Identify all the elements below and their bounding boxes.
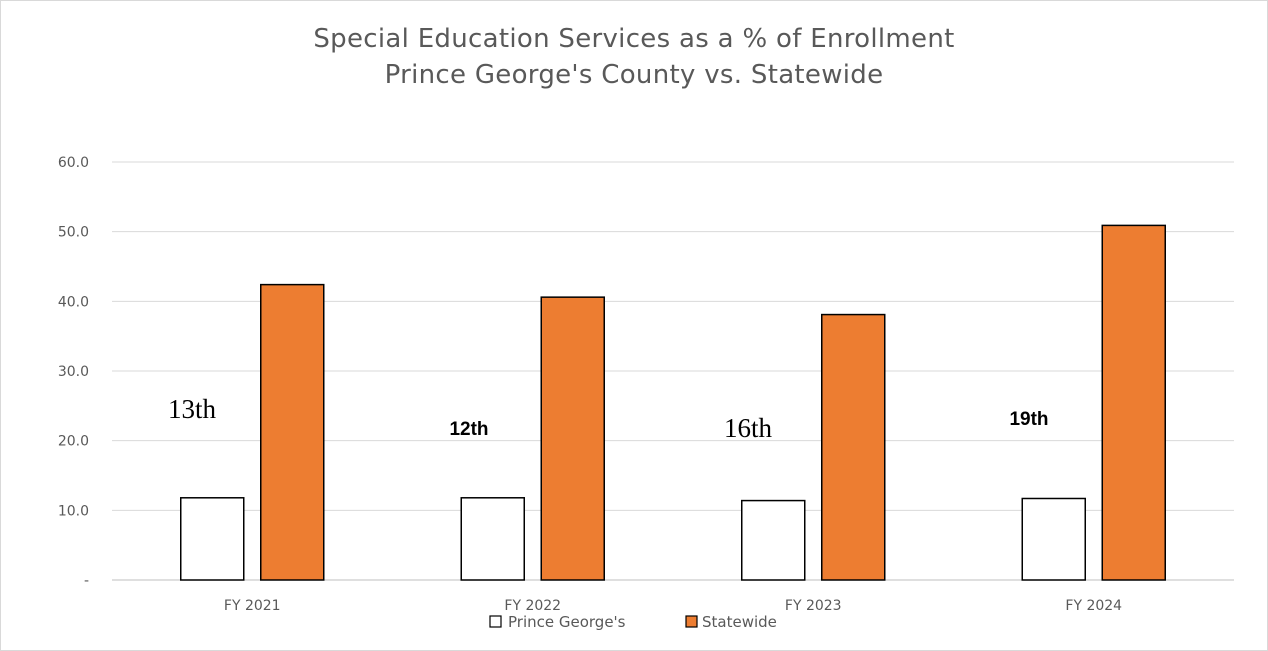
- bar-prince-georges: [180, 497, 245, 581]
- chart-title: Special Education Services as a % of Enr…: [313, 24, 955, 54]
- y-tick-label: -: [84, 573, 89, 589]
- bar-prince-georges: [741, 499, 806, 581]
- y-tick-label: 10.0: [58, 503, 89, 519]
- x-tick-label: FY 2024: [1065, 598, 1122, 614]
- x-tick-label: FY 2021: [224, 598, 281, 614]
- bar-statewide: [540, 296, 605, 581]
- x-tick-label: FY 2023: [785, 598, 842, 614]
- bar-prince-georges: [460, 497, 525, 581]
- x-tick-label: FY 2022: [504, 598, 561, 614]
- legend: Prince George's Statewide: [489, 613, 777, 631]
- y-tick-label: 20.0: [58, 434, 89, 450]
- chart-subtitle: Prince George's County vs. Statewide: [384, 60, 884, 90]
- rank-annotation: 13th: [168, 394, 217, 424]
- legend-swatch: [685, 615, 698, 628]
- bar-prince-georges: [1021, 497, 1086, 581]
- bar-statewide: [821, 313, 886, 581]
- legend-swatch: [489, 615, 502, 628]
- y-tick-label: 50.0: [58, 225, 89, 241]
- legend-label: Prince George's: [508, 613, 626, 631]
- bars: [180, 224, 1166, 581]
- rank-annotation: 16th: [724, 413, 773, 443]
- rank-annotation: 12th: [449, 419, 488, 440]
- rank-annotation: 19th: [1009, 409, 1048, 430]
- y-tick-label: 30.0: [58, 364, 89, 380]
- y-axis-ticks: - 10.0 20.0 30.0 40.0 50.0 60.0: [58, 155, 89, 589]
- x-axis-labels: FY 2021 FY 2022 FY 2023 FY 2024: [224, 598, 1122, 614]
- bar-statewide: [260, 283, 325, 581]
- rank-annotations: 13th 12th 16th 19th: [168, 394, 1049, 443]
- legend-label: Statewide: [702, 613, 777, 631]
- bar-statewide: [1101, 224, 1166, 581]
- y-tick-label: 40.0: [58, 294, 89, 310]
- y-tick-label: 60.0: [58, 155, 89, 171]
